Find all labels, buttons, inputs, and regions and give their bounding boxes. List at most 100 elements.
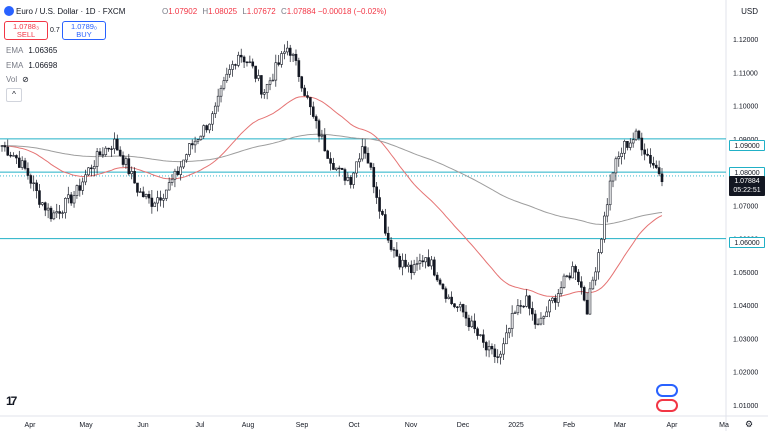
candle-body [309,97,312,108]
candle-body [239,54,243,58]
candle-body [623,141,626,154]
candle-body [274,62,278,81]
candle-body [121,155,125,165]
us-flag-event-icon[interactable] [656,399,678,412]
ema-fast-line [1,96,663,298]
candle-body [317,120,321,137]
candle-body [260,75,263,95]
candle-body [193,140,197,146]
candle-body [283,51,286,54]
y-tick-label: 1.12000 [733,37,758,44]
event-marker-icon[interactable] [656,384,678,397]
candle-body [384,214,387,234]
candle-body [458,304,462,308]
gear-icon[interactable]: ⚙ [745,419,754,429]
candle-body [484,342,488,351]
candle-body [237,54,240,66]
symbol-title[interactable]: Euro / U.S. Dollar · 1D · FXCM [16,7,126,16]
collapse-legend-button[interactable]: ^ [6,88,22,102]
ema-indicator-1[interactable]: EMA 1.06365 [6,46,58,55]
level-tag-3: 1.06000 [729,237,765,248]
candle-body [580,281,583,288]
candle-body [646,153,649,156]
candle-body [620,152,623,158]
candle-body [242,56,246,63]
candle-body [271,79,275,82]
y-tick-label: 1.10000 [733,104,758,111]
candle-body [29,175,33,184]
candle-body [386,232,390,241]
ohlc-readout: O1.07902 H1.08025 L1.07672 C1.07884 −0.0… [162,7,387,16]
candle-body [381,210,384,215]
x-tick-label: Oct [349,422,360,429]
eye-hidden-icon[interactable]: ⊘ [22,75,29,84]
x-tick-label: 2025 [508,422,524,429]
candle-body [470,320,474,328]
candle-body [352,172,355,185]
candle-body [657,167,661,175]
candle-body [577,271,580,283]
candle-body [502,343,505,355]
candle-body [600,238,603,253]
candle-body [516,305,520,314]
candle-body [231,64,234,70]
currency-selector[interactable]: USD [741,7,758,16]
candle-body [444,288,448,299]
candle-body [222,80,226,89]
candle-body [476,328,479,336]
candle-body [525,295,528,307]
candle-body [127,158,131,175]
candle-body [510,313,514,329]
candle-body [507,328,511,334]
candle-body [464,311,468,319]
candle-body [461,304,465,313]
candle-body [43,202,47,211]
candle-body [64,197,67,214]
x-tick-label: Jun [137,422,148,429]
candle-body [69,194,73,204]
candle-body [548,300,551,313]
x-tick-label: Jul [196,422,205,429]
candle-body [574,266,577,273]
x-tick-label: Apr [667,422,679,429]
ema-indicator-2[interactable]: EMA 1.06698 [6,61,58,70]
x-tick-label: May [79,422,93,429]
candle-body [55,211,59,214]
volume-indicator[interactable]: Vol ⊘ [6,75,29,84]
candle-body [332,163,335,170]
candle-body [617,156,621,160]
candle-body [337,167,341,170]
candle-body [415,263,419,265]
candle-body [72,195,76,204]
candle-body [372,167,376,188]
candle-body [378,197,381,212]
candle-body [559,287,563,294]
tradingview-logo-icon[interactable]: 17 [6,394,17,408]
x-tick-label: Mar [614,422,627,429]
candle-body [84,174,87,183]
candle-body [438,279,442,285]
candle-body [268,80,272,85]
candle-body [652,163,655,166]
candle-body [565,275,569,277]
candle-body [182,159,185,168]
candle-body [144,194,148,198]
candle-body [355,161,358,174]
y-tick-label: 1.03000 [733,336,758,343]
candle-body [254,65,257,79]
candle-body [424,257,427,263]
candle-body [482,334,485,343]
sell-button[interactable]: 1.0788₃ SELL [4,21,48,40]
candle-body [153,202,157,207]
candle-body [164,189,168,199]
candle-body [493,348,497,358]
candle-body [12,155,15,157]
candle-body [637,130,641,139]
candle-body [66,194,70,199]
candle-body [329,158,332,164]
candle-body [92,166,96,170]
candle-body [6,146,10,156]
buy-button[interactable]: 1.0789₀ BUY [62,21,106,40]
